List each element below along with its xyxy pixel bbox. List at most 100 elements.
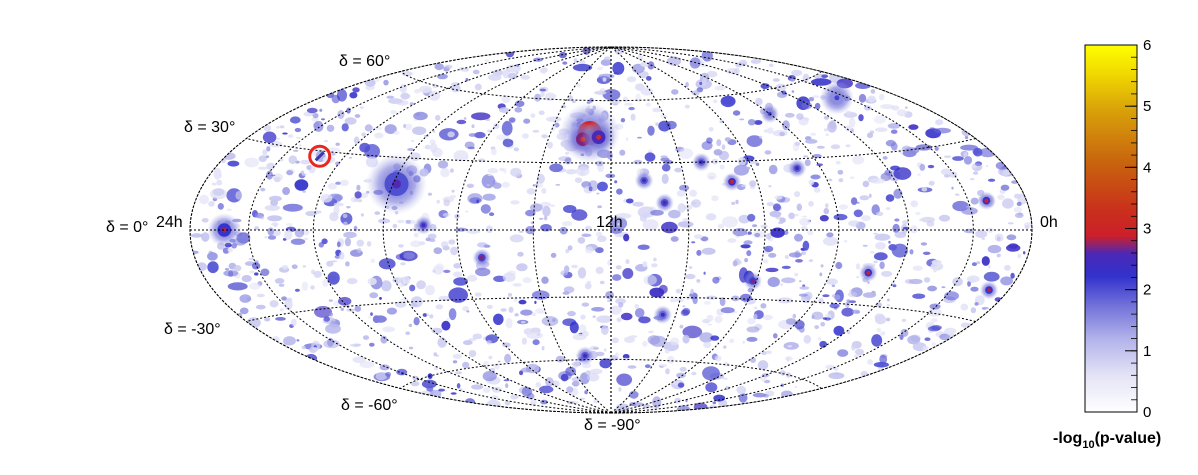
fluctuation-blob (813, 187, 821, 193)
fluctuation-blob (302, 190, 306, 193)
colorbar-tick-label: 0 (1143, 404, 1151, 421)
hotspot-peak (730, 179, 734, 184)
fluctuation-blob (241, 275, 252, 283)
fluctuation-blob (541, 134, 548, 139)
fluctuation-blob (357, 199, 363, 203)
fluctuation-blob (560, 270, 569, 276)
fluctuation-blob (486, 340, 492, 345)
fluctuation-blob (627, 365, 637, 369)
fluctuation-blob (773, 333, 778, 339)
fluctuation-blob (660, 114, 668, 119)
fluctuation-blob (435, 114, 441, 121)
fluctuation-blob (669, 300, 673, 303)
fluctuation-blob (274, 278, 285, 284)
ra-grid-line (610, 46, 840, 414)
fluctuation-blob (566, 386, 574, 393)
fluctuation-blob (752, 224, 758, 228)
fluctuation-blob (1000, 276, 1013, 286)
significance-texture (190, 47, 1032, 413)
fluctuation-blob (321, 118, 325, 121)
fluctuation-blob (486, 184, 490, 187)
fluctuation-blob (908, 278, 923, 285)
fluctuation-blob (902, 149, 917, 158)
fluctuation-blob (306, 165, 312, 170)
fluctuation-blob (484, 59, 490, 63)
fluctuation-blob (796, 113, 804, 120)
fluctuation-blob (819, 340, 828, 348)
fluctuation-blob (357, 247, 362, 253)
fluctuation-blob (920, 242, 928, 246)
fluctuation-blob (779, 370, 786, 376)
fluctuation-blob (648, 330, 654, 333)
ra-grid-line (610, 46, 974, 414)
fluctuation-blob (540, 201, 552, 208)
fluctuation-blob (858, 114, 864, 122)
coordinate-grid (189, 46, 1033, 414)
fluctuation-blob (722, 377, 728, 380)
fluctuation-blob (314, 306, 332, 318)
fluctuation-blob (547, 141, 553, 149)
fluctuation-blob (678, 148, 694, 159)
fluctuation-blob (873, 115, 886, 124)
fluctuation-blob (716, 139, 722, 147)
fluctuation-blob (425, 285, 435, 296)
fluctuation-blob (514, 107, 523, 113)
fluctuation-blob (1022, 251, 1026, 255)
fluctuation-blob (256, 293, 265, 298)
fluctuation-blob (892, 284, 897, 288)
fluctuation-blob (764, 245, 774, 253)
fluctuation-blob (396, 368, 408, 376)
fluctuation-blob (407, 148, 415, 151)
fluctuation-blob (571, 209, 588, 221)
fluctuation-blob (338, 251, 345, 260)
colorbar-ticks: 0 1 2 3 4 5 6 (1125, 37, 1151, 421)
fluctuation-blob (466, 228, 481, 234)
fluctuation-blob (733, 67, 740, 75)
fluctuation-blob (876, 327, 882, 333)
dec-label-60: δ = 60° (339, 53, 390, 70)
fluctuation-blob (811, 311, 824, 320)
fluctuation-blob (829, 120, 836, 130)
fluctuation-blob (816, 163, 823, 167)
fluctuation-blob (534, 300, 537, 304)
fluctuation-blob (579, 372, 590, 385)
fluctuation-blob (618, 387, 622, 392)
fluctuation-blob (507, 292, 513, 297)
fluctuation-blob (973, 147, 983, 157)
fluctuation-blob (719, 164, 725, 170)
fluctuation-blob (765, 350, 772, 355)
fluctuation-blob (266, 162, 276, 171)
fluctuation-blob (408, 346, 414, 350)
fluctuation-blob (677, 382, 685, 388)
fluctuation-blob (356, 239, 364, 247)
fluctuation-blob (814, 325, 819, 330)
fluctuation-blob (464, 155, 469, 160)
fluctuation-blob (441, 241, 449, 249)
fluctuation-blob (791, 90, 795, 93)
fluctuation-blob (652, 396, 662, 408)
fluctuation-blob (572, 100, 576, 104)
fluctuation-blob (224, 268, 230, 271)
fluctuation-blob (337, 110, 345, 119)
fluctuation-blob (944, 291, 959, 301)
fluctuation-blob (746, 166, 751, 170)
fluctuation-blob (421, 379, 437, 389)
fluctuation-blob (896, 109, 908, 117)
fluctuation-blob (428, 90, 441, 101)
fluctuation-blob (851, 309, 861, 314)
fluctuation-blob (490, 395, 499, 401)
fluctuation-blob (488, 355, 493, 360)
fluctuation-blob (738, 393, 748, 403)
fluctuation-blob (323, 339, 340, 349)
fluctuation-blob (597, 205, 602, 209)
fluctuation-blob (264, 317, 271, 322)
fluctuation-blob (768, 63, 774, 67)
source-marker-layer (308, 144, 332, 168)
hotspot-peak (662, 200, 667, 205)
fluctuation-blob (538, 110, 545, 116)
fluctuation-blob (890, 129, 898, 134)
fluctuation-blob (364, 144, 380, 159)
fluctuation-blob (504, 400, 511, 406)
fluctuation-blob (887, 298, 890, 302)
